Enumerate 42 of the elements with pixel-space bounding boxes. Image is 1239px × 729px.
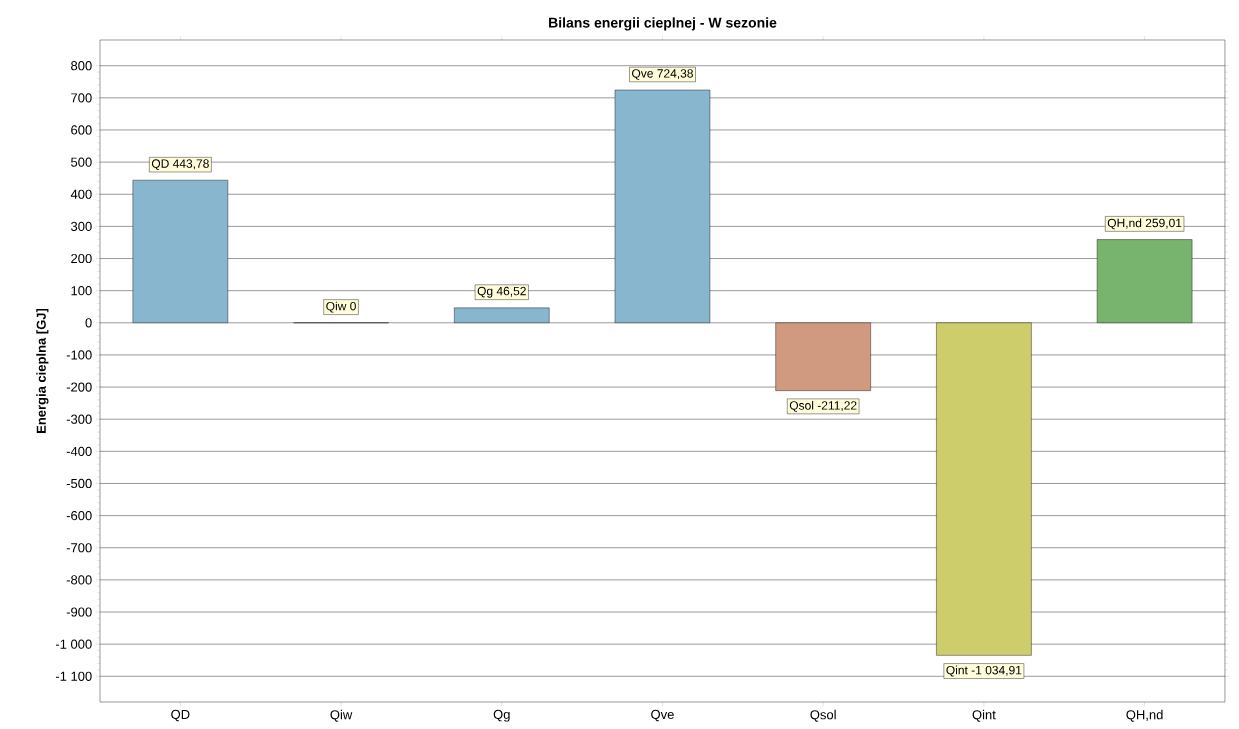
y-tick-label: -800 bbox=[66, 575, 92, 585]
x-tick-label: QD bbox=[171, 709, 190, 722]
bar bbox=[614, 89, 711, 323]
bar bbox=[1096, 239, 1193, 323]
data-label: Qiw 0 bbox=[326, 301, 356, 313]
y-tick-label: 800 bbox=[71, 61, 92, 71]
bar bbox=[936, 322, 1032, 656]
y-tick-label: 300 bbox=[71, 221, 92, 231]
x-tick-label: Qg bbox=[493, 709, 510, 722]
y-tick-label: -1 100 bbox=[55, 671, 92, 681]
y-tick-label: -900 bbox=[66, 607, 92, 617]
bar bbox=[454, 307, 550, 323]
data-label: Qg 46,52 bbox=[477, 286, 526, 298]
y-tick-label: 600 bbox=[71, 125, 92, 135]
y-tick-label: 100 bbox=[71, 286, 92, 296]
y-tick-label: 700 bbox=[71, 93, 92, 103]
y-tick-label: 200 bbox=[71, 253, 92, 264]
y-tick-label: -400 bbox=[66, 446, 92, 456]
data-label: QH,nd 259,01 bbox=[1107, 218, 1182, 230]
data-label: Qint -1 034,91 bbox=[946, 665, 1022, 677]
bar bbox=[132, 179, 229, 323]
y-tick-label: -700 bbox=[66, 543, 92, 553]
x-tick-label: Qve bbox=[651, 709, 674, 722]
data-label: QD 443,78 bbox=[151, 159, 209, 170]
y-tick-label: -500 bbox=[66, 478, 92, 489]
y-tick-label: -200 bbox=[66, 382, 92, 392]
y-tick-label: -300 bbox=[66, 414, 92, 424]
y-tick-label: -100 bbox=[66, 350, 92, 360]
y-axis-title: Energia cieplna [GJ] bbox=[36, 308, 49, 433]
y-tick-label: 0 bbox=[85, 318, 92, 328]
x-tick-label: Qint bbox=[972, 709, 996, 722]
y-tick-label: 400 bbox=[70, 189, 92, 199]
y-tick-label: -600 bbox=[66, 511, 92, 521]
data-label: Qsol -211,22 bbox=[789, 400, 857, 412]
bar bbox=[775, 322, 871, 391]
data-label: Qve 724,38 bbox=[632, 69, 693, 80]
x-tick-label: Qiw bbox=[330, 709, 353, 722]
chart-title: Bilans energii cieplnej - W sezonie bbox=[549, 17, 777, 31]
x-tick-label: Qsol bbox=[810, 709, 836, 722]
x-tick-label: QH,nd bbox=[1126, 709, 1163, 722]
y-tick-label: -1 000 bbox=[55, 639, 92, 649]
y-tick-label: 500 bbox=[71, 157, 92, 167]
